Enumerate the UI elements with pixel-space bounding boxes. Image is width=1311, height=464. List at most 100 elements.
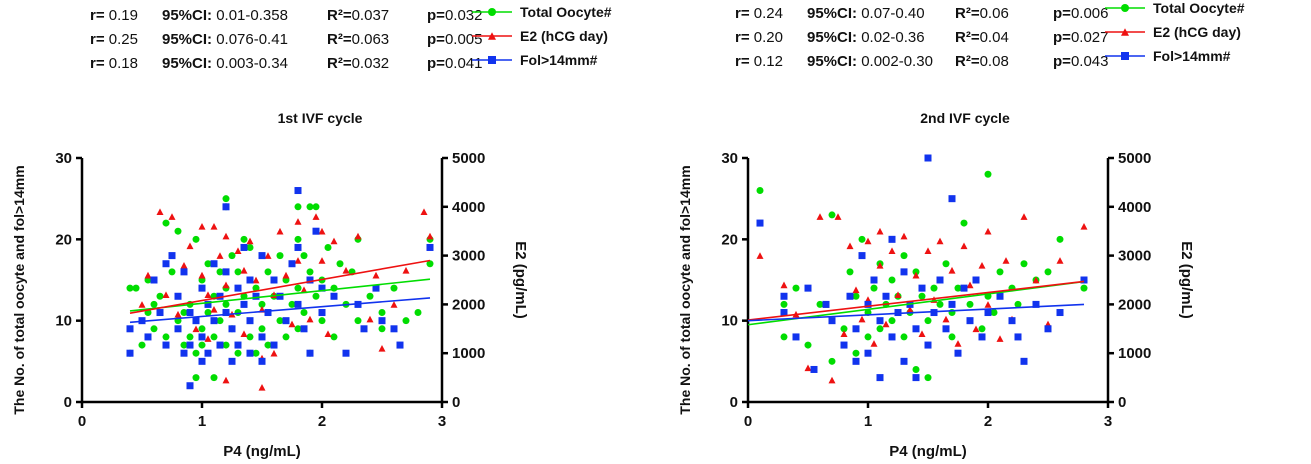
data-point: [306, 349, 314, 357]
r2-value-label: R²=: [327, 7, 352, 24]
fit-line: [747, 303, 1085, 322]
ci-value-group: 95%CI: 0.003-0.34: [162, 54, 288, 74]
data-point: [948, 300, 956, 308]
data-point: [168, 268, 176, 276]
data-point: [1014, 333, 1022, 341]
data-point: [804, 364, 812, 372]
data-point: [984, 227, 992, 235]
data-point: [306, 203, 314, 211]
fit-line: [129, 259, 431, 314]
data-point: [966, 300, 974, 308]
r-value-label: r=: [735, 29, 754, 46]
data-point: [264, 268, 272, 276]
data-point: [240, 235, 248, 243]
ci-value-label: 95%CI:: [162, 31, 217, 48]
series-group: [756, 213, 1088, 384]
data-point: [876, 317, 884, 325]
x-axis-label: P4 (ng/mL): [889, 443, 967, 460]
legend-label: E2 (hCG day): [1153, 24, 1241, 40]
r2-value-group: R²=0.032: [327, 54, 389, 74]
data-point: [960, 284, 968, 292]
data-point: [918, 330, 926, 338]
data-point: [204, 260, 212, 268]
data-point: [828, 376, 836, 384]
ci-value-group: 95%CI: 0.07-0.40: [807, 4, 925, 24]
data-point: [912, 374, 920, 382]
y-tick-label: 20: [55, 231, 72, 248]
p-value: 0.043: [1070, 53, 1109, 70]
data-point: [294, 203, 302, 211]
p-value-group: p=0.043: [1053, 52, 1108, 72]
r2-value: 0.06: [979, 5, 1009, 22]
r-value-label: r=: [90, 7, 109, 24]
p-value-label: p=: [427, 7, 445, 24]
data-point: [186, 242, 194, 250]
data-point: [222, 341, 230, 349]
data-point: [330, 237, 338, 245]
data-point: [252, 284, 260, 292]
data-point: [180, 349, 188, 357]
y2-axis-label: E2 (pg/mL): [512, 241, 529, 319]
data-point: [942, 325, 950, 333]
data-point: [1020, 357, 1028, 365]
data-point: [246, 243, 254, 251]
data-point: [420, 208, 428, 216]
legend-label: Fol>14mm#: [1153, 48, 1231, 64]
data-point: [864, 300, 872, 308]
data-point: [312, 203, 320, 211]
data-point: [792, 284, 800, 292]
data-point: [918, 292, 926, 300]
data-point: [126, 284, 134, 292]
data-point: [1080, 284, 1088, 292]
data-point: [288, 320, 296, 328]
r2-value-group: R²=0.04: [955, 28, 1009, 48]
data-point: [930, 309, 938, 317]
y2-tick-label: 4000: [452, 199, 485, 216]
data-point: [810, 365, 818, 373]
r2-value-label: R²=: [327, 31, 352, 48]
data-point: [192, 374, 200, 382]
data-point: [198, 222, 206, 230]
data-point: [300, 325, 308, 333]
data-point: [978, 333, 986, 341]
data-point: [1056, 257, 1064, 264]
data-point: [390, 325, 398, 333]
data-point: [978, 325, 986, 333]
data-point: [756, 219, 764, 227]
legend-swatch: [1105, 52, 1145, 60]
data-point: [204, 335, 212, 342]
x-tick-label: 2: [318, 413, 326, 430]
data-point: [150, 325, 158, 333]
y2-tick-label: 3000: [452, 248, 485, 265]
data-point: [828, 317, 836, 325]
data-point: [294, 325, 302, 333]
data-point: [1044, 325, 1052, 333]
data-point: [852, 357, 860, 365]
data-point: [882, 320, 890, 328]
data-point: [858, 252, 866, 260]
data-point: [210, 333, 218, 341]
data-point: [198, 284, 206, 292]
data-point: [264, 341, 272, 349]
r-value-group: r= 0.25: [90, 30, 138, 50]
data-point: [888, 235, 896, 243]
data-point: [366, 315, 374, 323]
data-point: [426, 260, 434, 268]
y2-tick-label: 3000: [1118, 248, 1151, 265]
data-point: [180, 268, 188, 276]
data-point: [162, 260, 170, 268]
data-point: [240, 266, 248, 274]
data-point: [1080, 276, 1088, 284]
x-axis-label: P4 (ng/mL): [223, 443, 301, 460]
data-point: [924, 374, 932, 382]
r2-value-group: R²=0.06: [955, 4, 1009, 24]
data-point: [792, 333, 800, 341]
y-tick-label: 0: [730, 394, 738, 411]
data-point: [210, 374, 218, 382]
data-point: [876, 374, 884, 382]
data-point: [888, 317, 896, 325]
data-point: [330, 292, 338, 300]
data-point: [204, 291, 212, 298]
data-point: [276, 252, 284, 260]
